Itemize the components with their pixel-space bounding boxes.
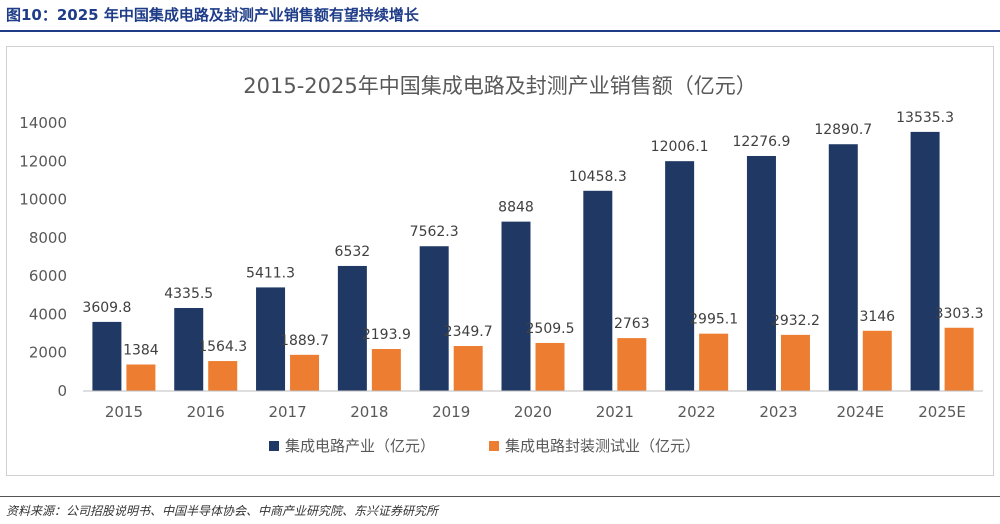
figure-title: 图10：2025 年中国集成电路及封测产业销售额有望持续增长 <box>6 6 419 24</box>
data-label: 5411.3 <box>246 265 295 281</box>
data-label: 2193.9 <box>362 327 411 343</box>
x-tick-label: 2018 <box>350 403 388 421</box>
data-label: 10458.3 <box>569 169 627 185</box>
x-tick-label: 2021 <box>596 403 634 421</box>
data-label: 4335.5 <box>164 286 213 302</box>
bar-packaging-testing <box>371 349 401 391</box>
bar-ic-industry <box>501 221 531 391</box>
y-tick-label: 4000 <box>29 305 67 323</box>
x-tick-label: 2025E <box>918 403 966 421</box>
legend-swatch <box>269 441 279 451</box>
chart-title: 2015-2025年中国集成电路及封测产业销售额（亿元） <box>243 74 756 98</box>
x-tick-label: 2022 <box>678 403 716 421</box>
data-label: 8848 <box>498 200 534 216</box>
x-tick-label: 2023 <box>759 403 797 421</box>
chart-frame: 2015-2025年中国集成电路及封测产业销售额（亿元） 0 2000 4000 60… <box>6 46 994 476</box>
x-tick-label: 2020 <box>514 403 552 421</box>
bar-packaging-testing <box>944 327 974 391</box>
title-rule <box>0 30 1000 32</box>
bar-ic-industry <box>337 265 367 391</box>
data-label: 3146 <box>859 309 895 325</box>
data-label: 1384 <box>123 343 159 359</box>
bar-ic-industry <box>174 308 204 391</box>
bar-packaging-testing <box>453 346 483 391</box>
y-tick-label: 12000 <box>19 152 67 170</box>
data-label: 2349.7 <box>444 324 493 340</box>
bar-ic-industry <box>583 190 613 391</box>
source-note: 资料来源：公司招股说明书、中国半导体协会、中商产业研究院、东兴证券研究所 <box>6 504 439 518</box>
bar-ic-industry <box>92 321 122 391</box>
y-tick-label: 0 <box>57 382 67 400</box>
bar-ic-industry <box>419 246 449 391</box>
data-label: 3303.3 <box>935 306 984 322</box>
y-tick-label: 2000 <box>29 344 67 362</box>
y-tick-label: 6000 <box>29 267 67 285</box>
y-axis: 0 2000 4000 6000 8000 10000 12000 14000 <box>19 114 67 400</box>
x-tick-label: 2024E <box>836 403 884 421</box>
legend-swatch <box>489 441 499 451</box>
data-label: 12890.7 <box>814 122 872 138</box>
data-label: 2932.2 <box>771 313 820 329</box>
bar-packaging-testing <box>126 364 156 391</box>
bar-ic-industry <box>910 131 940 391</box>
x-axis: 2015 2016 2017 2018 2019 2020 2021 2022 2023 2024… <box>83 390 983 421</box>
data-label: 12276.9 <box>733 134 791 150</box>
bar-ic-industry <box>746 155 776 391</box>
x-tick-label: 2016 <box>187 403 225 421</box>
data-label: 7562.3 <box>410 224 459 240</box>
legend-label: 集成电路产业（亿元） <box>285 437 435 455</box>
bar-packaging-testing <box>862 330 892 391</box>
x-tick-label: 2017 <box>268 403 306 421</box>
bar-packaging-testing <box>535 342 565 391</box>
data-label: 3609.8 <box>82 300 131 316</box>
legend: 集成电路产业（亿元） 集成电路封装测试业（亿元） <box>269 437 700 455</box>
data-label: 1889.7 <box>280 333 329 349</box>
x-tick-label: 2019 <box>432 403 470 421</box>
x-tick-label: 2015 <box>105 403 143 421</box>
data-label: 13535.3 <box>896 110 954 126</box>
bars: 3609.8 1384 4335.5 1564.3 5411.3 1889.7 6532 21… <box>82 110 984 391</box>
bar-packaging-testing <box>208 361 238 391</box>
data-label: 2995.1 <box>689 312 738 328</box>
bar-packaging-testing <box>780 334 810 391</box>
bar-packaging-testing <box>290 354 320 391</box>
bottom-rule <box>0 496 1000 497</box>
y-tick-label: 8000 <box>29 229 67 247</box>
data-label: 6532 <box>335 244 371 260</box>
bar-chart: 2015-2025年中国集成电路及封测产业销售额（亿元） 0 2000 4000 60… <box>19 74 984 455</box>
bar-ic-industry <box>665 161 695 391</box>
y-tick-label: 14000 <box>19 114 67 132</box>
data-label: 2509.5 <box>526 321 575 337</box>
bar-ic-industry <box>256 287 286 391</box>
bar-packaging-testing <box>617 338 647 391</box>
legend-label: 集成电路封装测试业（亿元） <box>505 437 700 455</box>
bar-ic-industry <box>828 144 858 391</box>
bar-packaging-testing <box>699 333 729 391</box>
data-label: 1564.3 <box>198 339 247 355</box>
data-label: 2763 <box>614 316 650 332</box>
data-label: 12006.1 <box>651 139 709 155</box>
y-tick-label: 10000 <box>19 191 67 209</box>
